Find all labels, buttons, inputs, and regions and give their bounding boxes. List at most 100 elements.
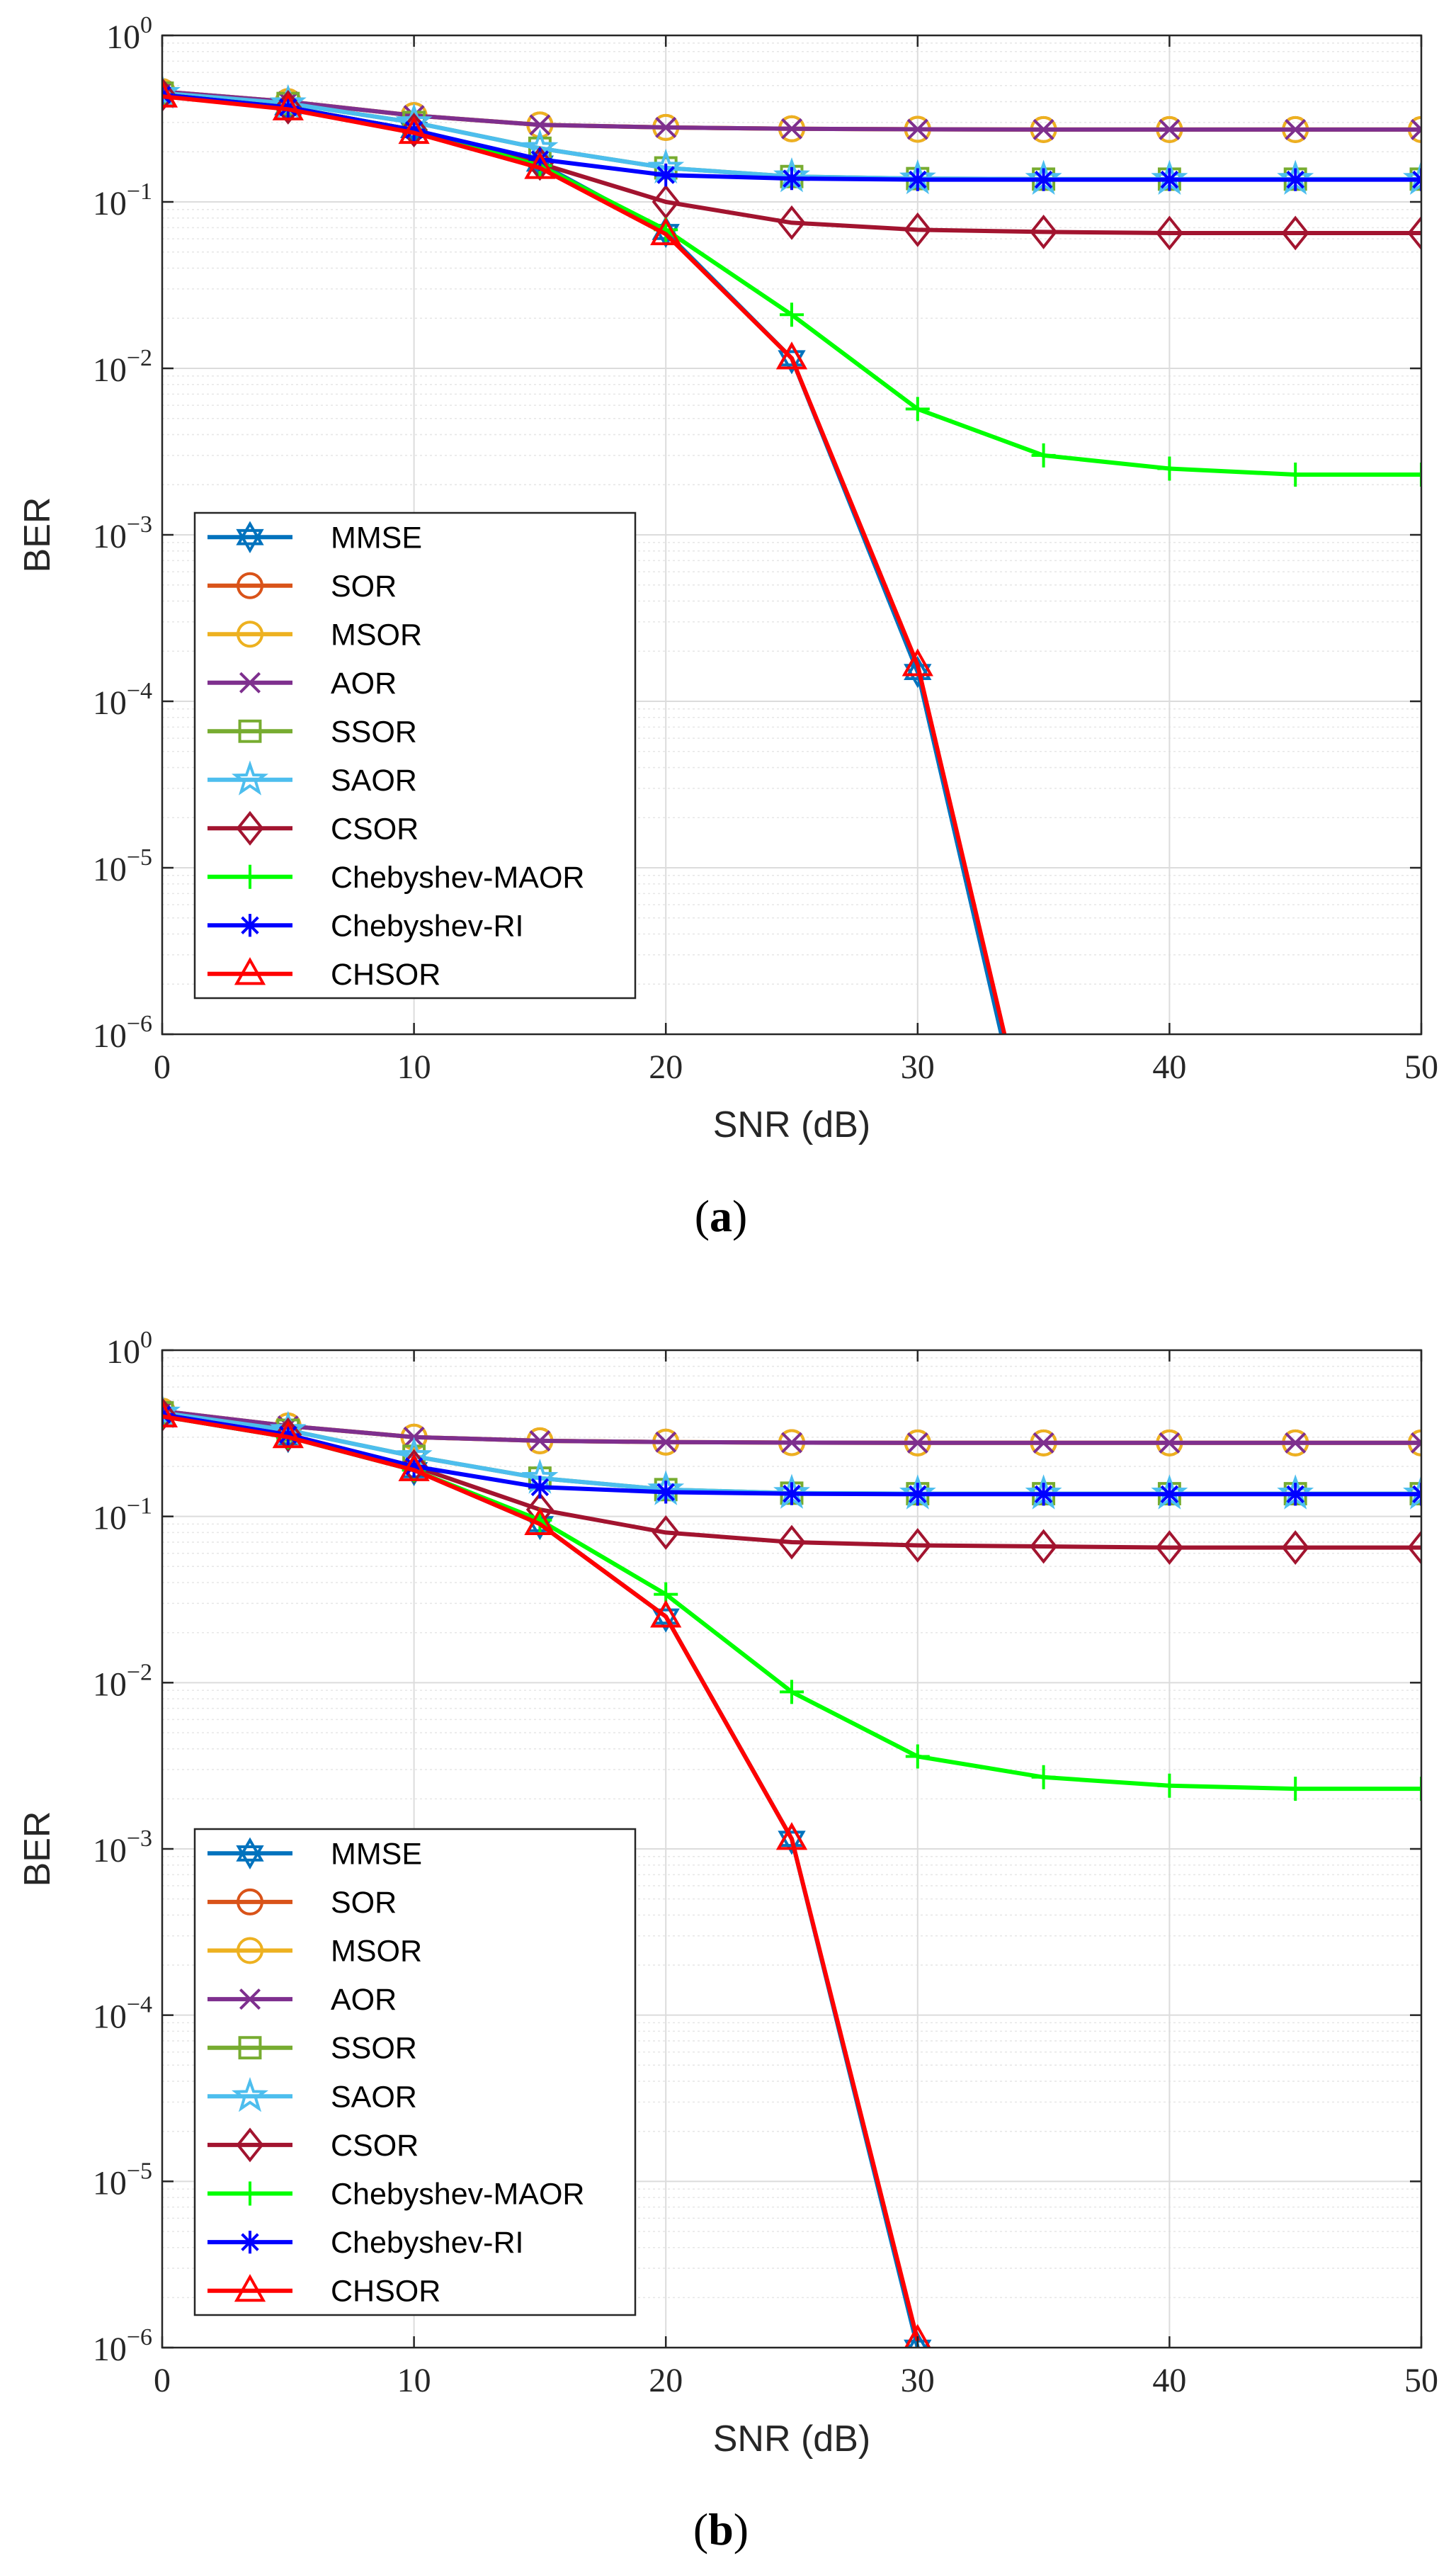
data-point	[1159, 118, 1181, 140]
legend-box	[193, 1828, 637, 2316]
legend-label: SOR	[331, 1886, 397, 1920]
x-tick-label: 30	[901, 1048, 935, 1086]
series-chebyshev-ri	[162, 83, 1421, 191]
data-point	[524, 1507, 556, 1535]
legend-label: SSOR	[331, 715, 417, 749]
y-tick-label: 10−1	[93, 179, 152, 222]
data-point	[1409, 1777, 1421, 1801]
data-point	[162, 77, 176, 113]
legend-entry-chebyshev-ri: Chebyshev-RI	[207, 2226, 523, 2260]
legend-entry-chebyshev-ri: Chebyshev-RI	[207, 909, 523, 943]
legend-label: AOR	[331, 1983, 397, 2017]
data-point	[654, 163, 678, 187]
legend-label: SOR	[331, 570, 397, 604]
legend-entry-msor: MSOR	[207, 618, 422, 652]
data-point	[1281, 1530, 1309, 1566]
legend-entry-saor: SAOR	[207, 760, 417, 798]
x-tick-label: 40	[1152, 1048, 1186, 1086]
legend-label: MSOR	[331, 1935, 422, 1969]
data-point	[529, 1430, 551, 1451]
data-point	[400, 113, 428, 148]
data-point	[1410, 1432, 1421, 1454]
data-point	[1030, 1529, 1058, 1564]
legend-label: CSOR	[331, 2129, 419, 2163]
data-point	[1155, 215, 1183, 251]
data-point	[1158, 168, 1181, 191]
y-tick-label: 10−2	[93, 345, 152, 389]
legend-marker	[237, 1888, 263, 1915]
x-tick-label: 10	[397, 1048, 431, 1086]
data-point	[1032, 1483, 1055, 1506]
legend-marker	[238, 719, 262, 743]
data-point	[1157, 456, 1182, 481]
data-point	[528, 1476, 552, 1499]
legend-entry-chsor: CHSOR	[207, 2274, 440, 2309]
data-point	[906, 1483, 929, 1506]
data-point	[162, 79, 178, 108]
x-axis-label: SNR (dB)	[713, 1104, 870, 1145]
legend-marker	[234, 957, 266, 985]
data-point	[775, 341, 808, 370]
data-point	[650, 217, 682, 246]
legend-label: Chebyshev-RI	[331, 2226, 523, 2260]
series-aor	[162, 1400, 1421, 1454]
data-point	[650, 1600, 682, 1628]
data-point	[1407, 1530, 1421, 1566]
caption-b: (b)	[693, 2504, 749, 2554]
data-point	[1158, 1483, 1181, 1506]
legend-label: MMSE	[331, 1837, 422, 1871]
x-tick-label: 0	[154, 2362, 171, 2399]
legend-label: MMSE	[331, 521, 422, 555]
series-group	[162, 1393, 1421, 2348]
legend-entry-csor: CSOR	[207, 810, 419, 846]
data-point	[398, 1453, 430, 1481]
data-point	[162, 1399, 178, 1427]
legend-box	[193, 511, 637, 1000]
legend-entry-chsor: CHSOR	[207, 957, 440, 992]
data-point	[780, 1482, 804, 1505]
x-tick-label: 20	[649, 2362, 683, 2399]
data-point	[402, 118, 426, 142]
series-line	[162, 94, 1007, 1034]
data-point	[780, 118, 803, 140]
x-axis-label: SNR (dB)	[713, 2418, 870, 2460]
legend-marker	[238, 2181, 262, 2206]
legend-label: CHSOR	[331, 2275, 440, 2309]
chart-panel-b: 0 10 20 30 40 50 100 10−1 10−2 10−3 10−4 10−5 10−6 S…	[17, 1327, 1438, 2554]
data-point	[654, 1481, 678, 1504]
legend-label: CHSOR	[331, 958, 440, 992]
data-point	[1281, 215, 1309, 251]
legend-label: CSOR	[331, 812, 419, 846]
data-point	[655, 1431, 677, 1453]
legend-label: Chebyshev-MAOR	[331, 2178, 584, 2212]
data-point	[1409, 462, 1421, 487]
data-point	[1157, 1773, 1182, 1798]
data-point	[528, 147, 552, 171]
data-point	[274, 1417, 302, 1452]
legend-entry-saor: SAOR	[207, 2077, 417, 2114]
x-tick-label: 30	[901, 2362, 935, 2399]
chart-panel-a: 0 10 20 30 40 50 100 10−1 10−2 10−3 10−4 10−5 10−6 S…	[17, 12, 1438, 1241]
series-chsor	[162, 1399, 931, 2348]
data-point	[1285, 118, 1307, 140]
data-point	[1285, 1432, 1307, 1454]
y-tick-label: 10−1	[93, 1493, 152, 1537]
legend-entry-sor: SOR	[207, 1886, 397, 1920]
data-point	[775, 1822, 808, 1850]
series-line	[162, 1414, 920, 2342]
data-point	[1403, 1474, 1421, 1510]
data-point	[1030, 214, 1058, 249]
data-point	[652, 1515, 680, 1550]
data-point	[162, 1397, 176, 1432]
legend-entry-chebyshev-maor: Chebyshev-MAOR	[207, 2178, 584, 2212]
y-tick-label: 10−4	[93, 678, 152, 722]
data-point	[904, 1528, 932, 1563]
data-point	[524, 151, 556, 179]
data-point	[1033, 1432, 1054, 1454]
x-tick-label: 50	[1404, 2362, 1438, 2399]
x-tick-label: 50	[1404, 1048, 1438, 1086]
legend-marker	[234, 2274, 266, 2302]
x-tick-label: 40	[1152, 2362, 1186, 2399]
legend-label: AOR	[331, 667, 397, 701]
